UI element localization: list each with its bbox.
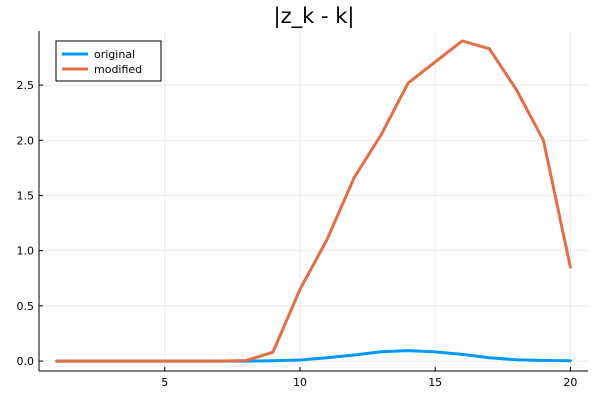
axes bbox=[38, 31, 588, 372]
tick-labels: 5 10 15 20 0.0 0.5 1.0 1.5 2.0 2.5 bbox=[17, 79, 578, 389]
series-lines bbox=[55, 39, 572, 363]
legend: original modified bbox=[55, 40, 162, 82]
series-line-original bbox=[55, 349, 572, 363]
y-tick-label: 2.0 bbox=[17, 134, 35, 147]
x-tick-label: 5 bbox=[161, 376, 168, 389]
x-tick-label: 20 bbox=[563, 376, 577, 389]
y-tick-label: 1.0 bbox=[17, 245, 35, 258]
legend-box bbox=[55, 40, 162, 82]
x-tick-label: 15 bbox=[428, 376, 442, 389]
grid-lines bbox=[39, 31, 588, 371]
y-tick-label: 0.5 bbox=[17, 300, 35, 313]
chart-title: |z_k - k| bbox=[274, 4, 355, 29]
legend-label-modified: modified bbox=[94, 63, 142, 76]
x-tick-label: 10 bbox=[293, 376, 307, 389]
y-tick-label: 2.5 bbox=[17, 79, 35, 92]
legend-label-original: original bbox=[94, 48, 135, 61]
y-tick-label: 0.0 bbox=[17, 355, 35, 368]
y-tick-label: 1.5 bbox=[17, 189, 35, 202]
series-line-modified bbox=[55, 39, 572, 363]
